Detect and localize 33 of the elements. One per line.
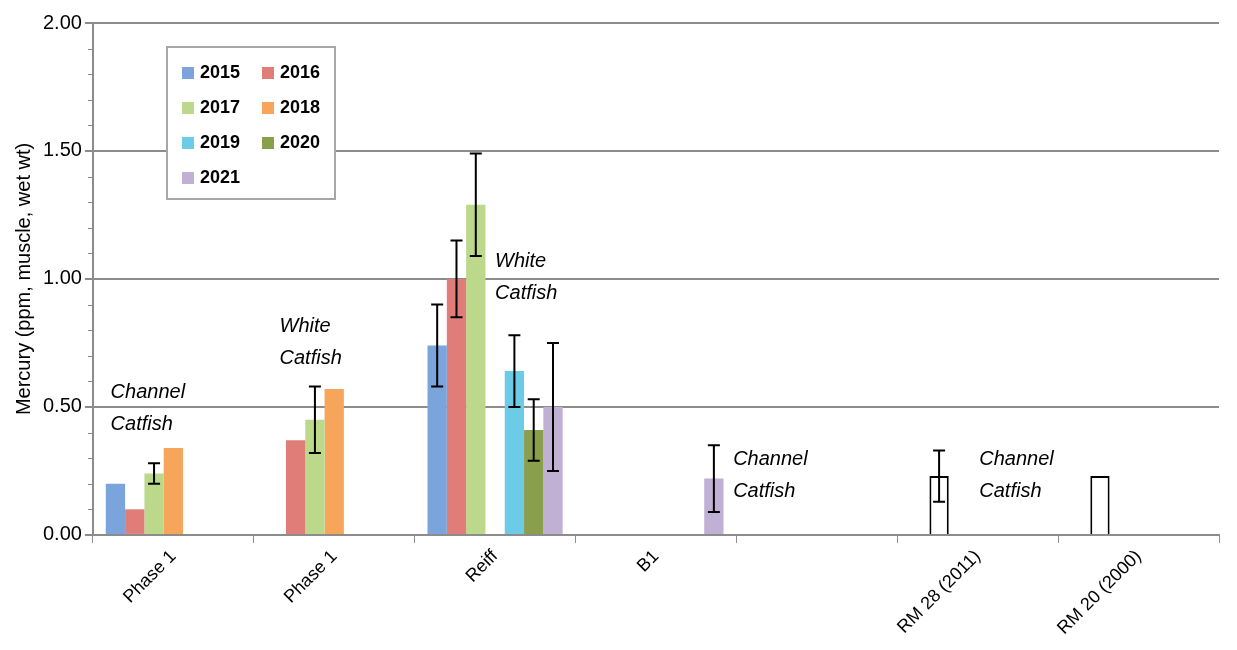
annotation: White Catfish bbox=[495, 249, 558, 304]
bar bbox=[125, 509, 145, 534]
legend-label: 2016 bbox=[280, 62, 321, 83]
bar bbox=[285, 440, 306, 534]
y-tick-label: 1.00 bbox=[42, 266, 82, 289]
bar bbox=[305, 419, 325, 534]
y-tick-label: 2.00 bbox=[42, 10, 82, 33]
bar bbox=[543, 406, 563, 534]
annotation: White Catfish bbox=[279, 313, 342, 368]
bar bbox=[427, 345, 447, 534]
y-tick-label: 1.50 bbox=[42, 138, 82, 161]
bar bbox=[144, 473, 164, 534]
bar bbox=[504, 371, 525, 534]
y-tick-label: 0.50 bbox=[42, 394, 82, 417]
bar bbox=[466, 204, 486, 534]
x-tick-label: B1 bbox=[632, 545, 663, 576]
y-tick-label: 0.00 bbox=[42, 522, 82, 545]
legend-label: 2017 bbox=[200, 97, 241, 118]
legend-label: 2015 bbox=[200, 62, 241, 83]
annotation: Channel Catfish bbox=[979, 447, 1055, 502]
legend-label: 2020 bbox=[280, 132, 321, 153]
bar bbox=[105, 483, 126, 534]
legend-label: 2019 bbox=[200, 132, 241, 153]
legend-label: 2021 bbox=[200, 167, 241, 188]
bar bbox=[524, 429, 544, 534]
bar bbox=[704, 478, 724, 534]
bar bbox=[446, 278, 467, 534]
annotation: Channel Catfish bbox=[733, 447, 809, 502]
annotation: Channel Catfish bbox=[110, 380, 186, 435]
bar bbox=[163, 447, 184, 534]
bar bbox=[324, 389, 344, 534]
y-axis-title: Mercury (ppm, muscle, wet wt) bbox=[11, 142, 34, 416]
legend-label: 2018 bbox=[280, 97, 321, 118]
